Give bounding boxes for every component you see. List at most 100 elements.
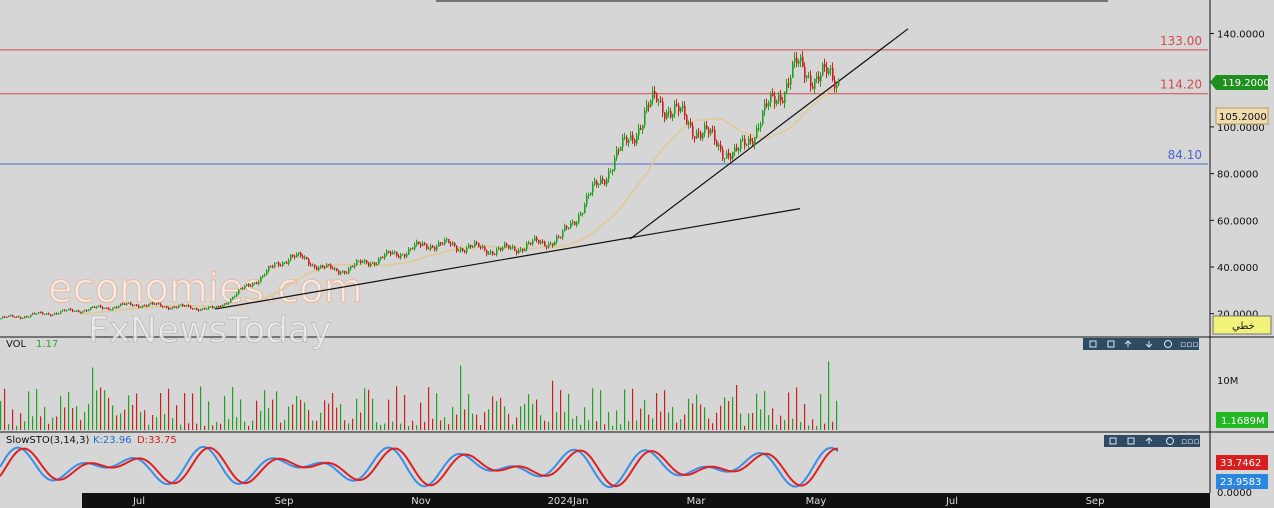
candle bbox=[470, 244, 472, 249]
candle bbox=[114, 306, 116, 309]
volume-bar bbox=[600, 390, 602, 430]
volume-bar bbox=[304, 402, 306, 430]
candle bbox=[364, 258, 366, 264]
settings-icon[interactable] bbox=[1164, 340, 1172, 348]
volume-bar bbox=[80, 420, 82, 430]
more-icon[interactable]: ▫▫▫ bbox=[1180, 340, 1198, 350]
trend-line-upper[interactable] bbox=[629, 28, 909, 240]
maximize-icon[interactable] bbox=[1127, 437, 1135, 445]
maximize-icon[interactable] bbox=[1107, 340, 1115, 348]
candle bbox=[656, 92, 658, 104]
candle bbox=[802, 51, 804, 68]
candle bbox=[186, 304, 188, 307]
volume-bar bbox=[160, 393, 162, 430]
volume-bar bbox=[596, 421, 598, 430]
volume-bar bbox=[400, 423, 402, 430]
candle bbox=[248, 283, 250, 288]
candle bbox=[52, 314, 54, 317]
candle bbox=[340, 270, 342, 276]
volume-bar bbox=[16, 425, 18, 430]
candle bbox=[662, 97, 664, 117]
volume-bar bbox=[76, 406, 78, 430]
arrow-up-icon[interactable] bbox=[1124, 340, 1132, 347]
candle bbox=[556, 234, 558, 245]
candle bbox=[608, 168, 610, 183]
close-icon[interactable] bbox=[1109, 437, 1117, 445]
chart-type-label: خطي bbox=[1232, 321, 1255, 332]
close-icon[interactable] bbox=[1089, 340, 1097, 348]
volume-bar bbox=[248, 425, 250, 430]
volume-bar bbox=[120, 413, 122, 430]
candle bbox=[230, 298, 232, 304]
volume-bar bbox=[788, 392, 790, 430]
candle bbox=[700, 130, 702, 141]
candle bbox=[838, 78, 840, 87]
candle bbox=[446, 237, 448, 243]
candle bbox=[632, 131, 634, 144]
arrow-up-icon[interactable] bbox=[1145, 437, 1153, 444]
volume-bar bbox=[812, 419, 814, 430]
volume-bar bbox=[628, 421, 630, 430]
candle bbox=[224, 303, 226, 306]
candle bbox=[818, 70, 820, 84]
candle bbox=[758, 123, 760, 132]
candle bbox=[270, 265, 272, 268]
candle bbox=[738, 146, 740, 155]
candle bbox=[184, 304, 186, 307]
candle bbox=[104, 307, 106, 309]
candle bbox=[532, 239, 534, 247]
candle bbox=[166, 305, 168, 309]
more-icon[interactable]: ▫▫▫ bbox=[1181, 437, 1199, 447]
arrow-down-icon[interactable] bbox=[1145, 341, 1153, 348]
volume-bar bbox=[124, 409, 126, 430]
volume-bar bbox=[28, 391, 30, 430]
candle bbox=[456, 245, 458, 253]
volume-bar bbox=[756, 393, 758, 430]
settings-icon[interactable] bbox=[1166, 437, 1174, 445]
candle bbox=[410, 247, 412, 252]
candle bbox=[290, 254, 292, 262]
candle bbox=[262, 274, 264, 279]
candle bbox=[292, 254, 294, 258]
candle bbox=[760, 121, 762, 132]
candle bbox=[680, 106, 682, 114]
volume-bar bbox=[484, 412, 486, 430]
volume-bar bbox=[364, 388, 366, 430]
candle bbox=[408, 247, 410, 256]
candle bbox=[810, 70, 812, 92]
volume-bar bbox=[420, 402, 422, 430]
chart-type-badge[interactable]: خطي bbox=[1212, 315, 1272, 335]
candle bbox=[674, 100, 676, 118]
candle bbox=[516, 249, 518, 256]
candle bbox=[322, 264, 324, 268]
candle bbox=[60, 310, 62, 315]
candle bbox=[178, 304, 180, 309]
candle bbox=[580, 211, 582, 217]
candle bbox=[578, 212, 580, 225]
volume-bar bbox=[140, 411, 142, 430]
volume-bar bbox=[520, 406, 522, 430]
candle bbox=[398, 254, 400, 259]
candle bbox=[118, 305, 120, 309]
stoch-panel-controls[interactable]: ▫▫▫ bbox=[1104, 435, 1200, 447]
candle bbox=[234, 295, 236, 298]
candle bbox=[736, 143, 738, 152]
volume-bar bbox=[644, 400, 646, 430]
volume-bar bbox=[784, 420, 786, 430]
candle bbox=[192, 307, 194, 310]
volume-bar bbox=[12, 409, 14, 430]
candle bbox=[144, 304, 146, 307]
volume-panel-controls[interactable]: ▫▫▫ bbox=[1083, 338, 1199, 350]
volume-bar bbox=[144, 410, 146, 430]
candle bbox=[676, 99, 678, 107]
volume-bar bbox=[460, 365, 462, 430]
candle bbox=[298, 252, 300, 257]
candle bbox=[728, 148, 730, 160]
candle bbox=[664, 111, 666, 123]
volume-bar bbox=[272, 399, 274, 430]
volume-bar bbox=[804, 403, 806, 430]
candle bbox=[686, 113, 688, 125]
volume-bar bbox=[348, 423, 350, 430]
volume-bar bbox=[676, 422, 678, 430]
trend-line-lower[interactable] bbox=[214, 208, 801, 310]
